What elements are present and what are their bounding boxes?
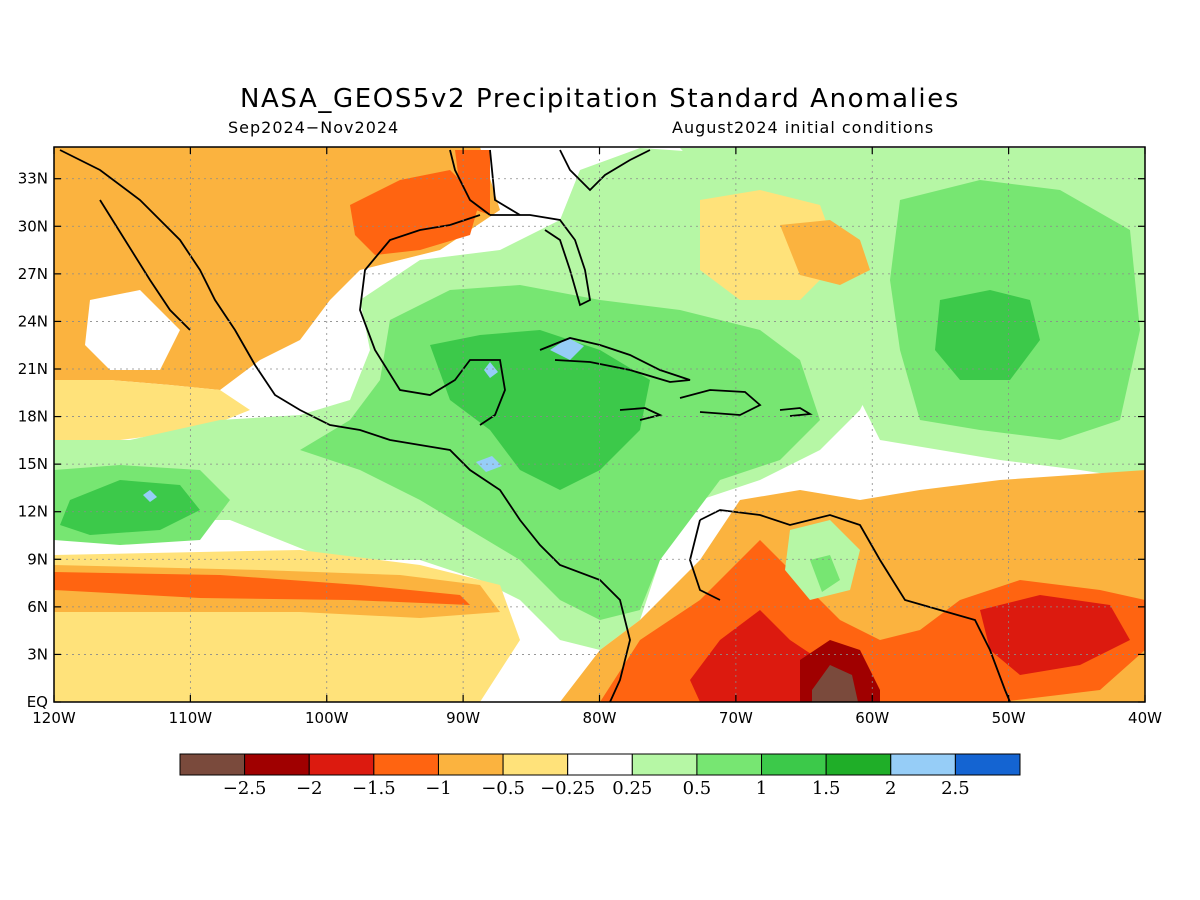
colorbar-label: −1 <box>425 778 452 799</box>
colorbar-swatch <box>244 753 310 776</box>
lon-tick-label: 120W <box>32 709 76 727</box>
dry-pacific-strip-core <box>54 572 470 605</box>
lat-tick-label: 24N <box>18 312 48 330</box>
colorbar-swatch <box>308 753 375 776</box>
lon-tick-label: 100W <box>305 709 349 727</box>
lat-tick-label: 6N <box>27 598 48 616</box>
colorbar-swatch <box>567 753 633 776</box>
very-wet-honduras <box>476 456 502 472</box>
dry-atlantic-patch-2 <box>780 220 870 285</box>
lon-tick-label: 50W <box>992 709 1026 727</box>
colorbar-swatch <box>825 753 892 776</box>
colorbar-label: 1.5 <box>812 778 841 799</box>
colorbar-label: −1.5 <box>352 778 396 799</box>
lat-tick-label: 3N <box>27 645 48 663</box>
colorbar-label: 0.5 <box>683 778 712 799</box>
very-dry-atlantic-east <box>980 595 1130 675</box>
lon-tick-label: 110W <box>169 709 213 727</box>
colorbar: −2.5 −2 −1.5 −1 −0.5 −0.25 0.25 0.5 1 1.5 2 2.5 <box>179 753 1021 799</box>
map-title: NASA_GEOS5v2 Precipitation Standard Anom… <box>239 84 961 114</box>
colorbar-swatch <box>890 753 956 776</box>
forecast-period: Sep2024−Nov2024 <box>228 118 400 137</box>
neutral-baja <box>85 290 180 370</box>
very-wet-pacific <box>143 490 157 502</box>
longitude-axis: 120W 110W 100W 90W 80W 70W 60W 50W 40W <box>32 147 1162 727</box>
extreme-dry-amazon-core <box>812 665 858 702</box>
colorbar-swatch <box>502 753 569 776</box>
lon-tick-label: 70W <box>719 709 753 727</box>
colorbar-swatch <box>954 753 1021 776</box>
colorbar-swatch <box>696 753 763 776</box>
colorbar-swatch <box>631 753 698 776</box>
colorbar-swatch <box>373 753 439 776</box>
lat-tick-label: EQ <box>27 693 48 711</box>
lat-tick-label: 27N <box>18 265 48 283</box>
colorbar-swatch <box>437 753 504 776</box>
lat-tick-label: 33N <box>18 170 48 188</box>
colorbar-label: −0.5 <box>481 778 525 799</box>
lon-tick-label: 90W <box>446 709 480 727</box>
colorbar-label: 1 <box>756 778 767 799</box>
lat-tick-label: 18N <box>18 408 48 426</box>
colorbar-label: −0.25 <box>540 778 595 799</box>
colorbar-label: 2.5 <box>941 778 970 799</box>
colorbar-swatch <box>761 753 827 776</box>
very-wet-yucatan <box>484 362 498 378</box>
initial-conditions: August2024 initial conditions <box>672 118 935 137</box>
colorbar-label: −2 <box>296 778 323 799</box>
grid-lines <box>54 147 1145 702</box>
colorbar-label: 2 <box>885 778 896 799</box>
very-wet-cuba <box>550 338 584 360</box>
colorbar-swatch <box>179 753 246 776</box>
lon-tick-label: 60W <box>855 709 889 727</box>
latitude-axis: 33N 30N 27N 24N 21N 18N 15N 12N 9N 6N 3N EQ <box>18 170 1145 711</box>
wet-east-pacific-core <box>60 480 200 535</box>
wet-orinoco-core <box>810 555 840 592</box>
lat-tick-label: 9N <box>27 550 48 568</box>
dry-north-pocket <box>455 150 490 215</box>
colorbar-label: 0.25 <box>612 778 652 799</box>
lat-tick-label: 15N <box>18 455 48 473</box>
lat-tick-label: 12N <box>18 503 48 521</box>
lon-tick-label: 40W <box>1128 709 1162 727</box>
lat-tick-label: 21N <box>18 360 48 378</box>
wet-atlantic-strong <box>935 290 1040 380</box>
coastlines <box>59 149 1011 702</box>
lon-tick-label: 80W <box>583 709 617 727</box>
very-dry-gulf-texas <box>350 170 480 255</box>
lat-tick-label: 30N <box>18 217 48 235</box>
colorbar-label: −2.5 <box>223 778 267 799</box>
